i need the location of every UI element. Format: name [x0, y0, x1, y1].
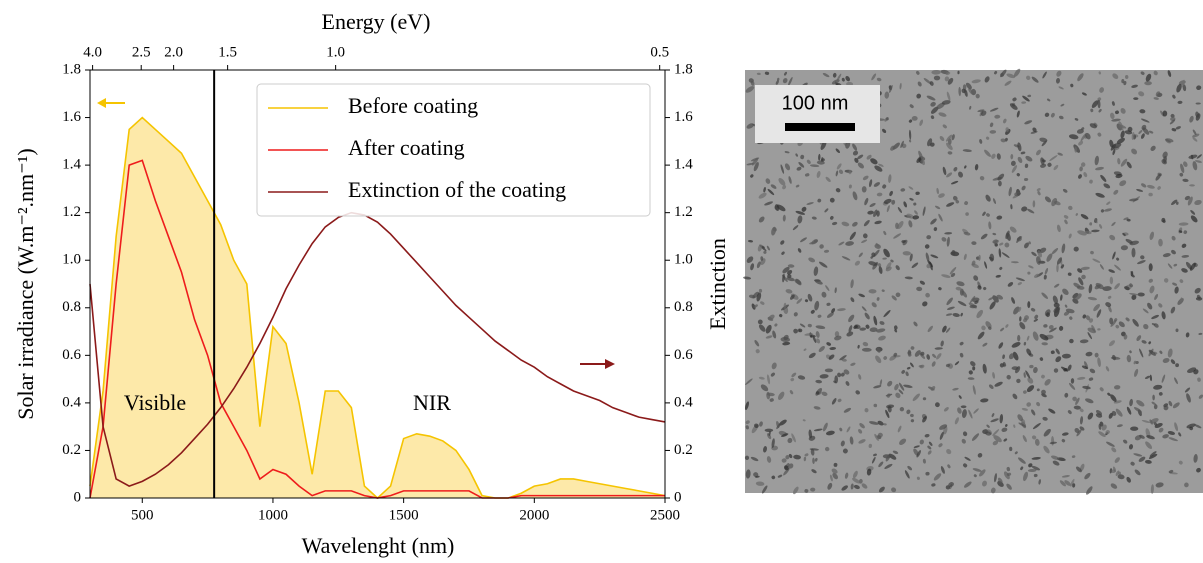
- particle: [1144, 81, 1152, 85]
- y2-tick-label: 1.4: [674, 157, 693, 173]
- annotation: Visible: [124, 390, 186, 415]
- scale-bar: [785, 123, 855, 131]
- particle: [1149, 263, 1153, 271]
- y-tick-label: 1.4: [62, 157, 81, 173]
- y-tick-label: 1.6: [62, 109, 81, 125]
- y2-tick-label: 0.6: [674, 347, 693, 363]
- particle: [825, 369, 833, 373]
- y-tick-label: 0.8: [62, 299, 81, 315]
- x-tick-label: 2000: [519, 507, 549, 523]
- y-tick-label: 0.4: [62, 394, 81, 410]
- axis-arrow-head: [97, 98, 106, 108]
- legend-label: After coating: [348, 135, 465, 160]
- tem-image: 100 nm: [743, 68, 1203, 496]
- particle: [862, 186, 867, 192]
- y2-tick-label: 1.6: [674, 109, 693, 125]
- y2-tick-label: 0.8: [674, 299, 693, 315]
- y-tick-label: 0: [74, 489, 82, 505]
- y2-tick-label: 1.0: [674, 252, 693, 268]
- x-axis-title: Wavelenght (nm): [302, 533, 455, 558]
- annotation: NIR: [413, 390, 451, 415]
- scale-label: 100 nm: [782, 92, 849, 114]
- particle: [765, 429, 774, 432]
- particle: [895, 223, 899, 229]
- x2-tick-label: 0.5: [650, 44, 669, 60]
- particle: [934, 76, 940, 81]
- y-tick-label: 1.2: [62, 204, 81, 220]
- x-tick-label: 500: [131, 507, 154, 523]
- y-axis-title: Solar irradiance (W.m⁻².nm⁻¹): [13, 148, 38, 419]
- particle: [1017, 335, 1020, 342]
- x-tick-label: 2500: [650, 507, 680, 523]
- x-tick-label: 1500: [389, 507, 419, 523]
- particle: [912, 116, 918, 121]
- particle: [920, 352, 924, 356]
- x-tick-label: 1000: [258, 507, 288, 523]
- x2-tick-label: 1.5: [218, 44, 237, 60]
- x2-tick-label: 2.0: [164, 44, 183, 60]
- x2-tick-label: 2.5: [132, 44, 151, 60]
- x2-tick-label: 4.0: [83, 44, 102, 60]
- y2-tick-label: 1.8: [674, 61, 693, 77]
- top-axis-title: Energy (eV): [322, 9, 431, 34]
- y2-tick-label: 0.4: [674, 394, 693, 410]
- y2-tick-label: 0.2: [674, 442, 693, 458]
- y-tick-label: 0.6: [62, 347, 81, 363]
- particle: [1132, 248, 1136, 258]
- y-tick-label: 0.2: [62, 442, 81, 458]
- particle: [1130, 427, 1138, 431]
- y-tick-label: 1.8: [62, 61, 81, 77]
- particle: [1176, 328, 1179, 332]
- legend-label: Before coating: [348, 93, 478, 118]
- y2-tick-label: 0: [674, 489, 682, 505]
- particle: [961, 405, 967, 408]
- legend-label: Extinction of the coating: [348, 177, 566, 202]
- y2-tick-label: 1.2: [674, 204, 693, 220]
- y-tick-label: 1.0: [62, 252, 81, 268]
- axis-arrow-head: [605, 359, 615, 369]
- figure: Energy (eV) Wavelenght (nm) Solar irradi…: [0, 0, 1203, 563]
- y2-axis-title: Extinction: [705, 238, 730, 330]
- x2-tick-label: 1.0: [326, 44, 345, 60]
- particle: [1133, 97, 1138, 100]
